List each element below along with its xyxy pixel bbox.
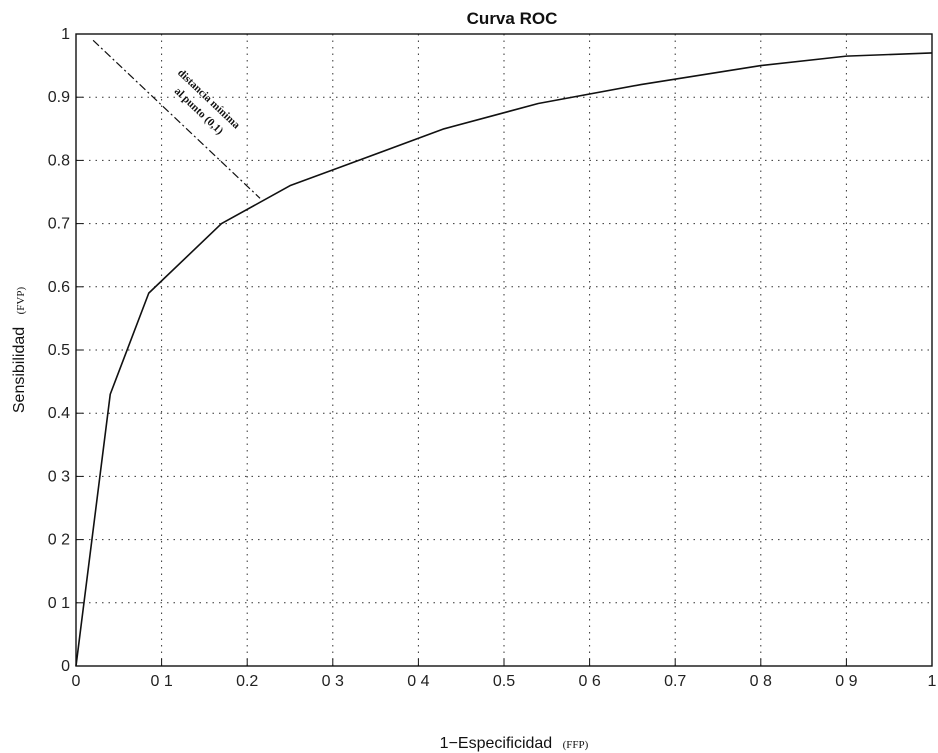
x-tick-label: 1 bbox=[928, 673, 937, 690]
y-tick-label: 0.8 bbox=[48, 152, 70, 169]
y-tick-label: 0 3 bbox=[48, 468, 70, 485]
annotation-arrow bbox=[92, 39, 261, 199]
x-axis-ticks: 0 0 1 0.2 0 3 0 4 0.5 0 6 0.7 0 8 0 9 1 bbox=[72, 659, 937, 690]
x-tick-label: 0 9 bbox=[835, 673, 857, 690]
roc-curve-line bbox=[75, 52, 933, 667]
x-axis-label: 1−Especificidad (FFP) bbox=[440, 735, 589, 752]
x-tick-label: 0 1 bbox=[150, 673, 172, 690]
y-tick-label: 0 2 bbox=[48, 532, 70, 549]
y-tick-label: 1 bbox=[61, 26, 70, 43]
x-tick-label: 0 bbox=[72, 673, 81, 690]
y-axis-label: Sensibilidad (FVP) bbox=[11, 287, 28, 414]
x-tick-label: 0.7 bbox=[664, 673, 686, 690]
y-tick-label: 0 1 bbox=[48, 595, 70, 612]
x-tick-label: 0 3 bbox=[322, 673, 344, 690]
y-axis-label-unit: (FVP) bbox=[15, 287, 27, 315]
y-tick-label: 0.6 bbox=[48, 279, 70, 296]
y-axis-label-text: Sensibilidad bbox=[11, 327, 28, 413]
y-tick-label: 0.7 bbox=[48, 216, 70, 233]
x-axis-label-unit: (FFP) bbox=[563, 739, 589, 751]
y-tick-label: 0 bbox=[61, 658, 70, 675]
chart-title: Curva ROC bbox=[467, 9, 558, 28]
y-axis-ticks: 0 0 1 0 2 0 3 0.4 0.5 0.6 0.7 0.8 0.9 1 bbox=[48, 26, 83, 675]
y-tick-label: 0.9 bbox=[48, 89, 70, 106]
x-tick-label: 0.5 bbox=[493, 673, 515, 690]
x-tick-label: 0 4 bbox=[407, 673, 429, 690]
x-axis-label-text: 1−Especificidad bbox=[440, 735, 553, 752]
x-tick-label: 0 6 bbox=[578, 673, 600, 690]
series-group bbox=[75, 52, 933, 667]
y-tick-label: 0.5 bbox=[48, 342, 70, 359]
grid bbox=[76, 34, 932, 666]
x-tick-label: 0.2 bbox=[236, 673, 258, 690]
y-tick-label: 0.4 bbox=[48, 405, 70, 422]
x-tick-label: 0 8 bbox=[750, 673, 772, 690]
